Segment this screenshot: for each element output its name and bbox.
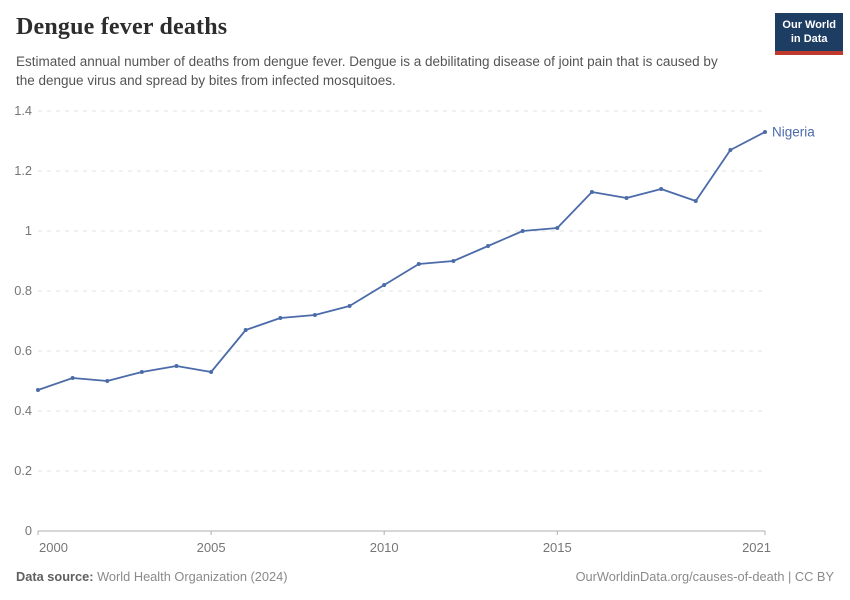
y-axis-tick-label: 1.4 <box>14 103 32 118</box>
x-axis-tick-label: 2000 <box>39 540 68 555</box>
data-point[interactable] <box>139 370 144 374</box>
data-point[interactable] <box>347 304 352 308</box>
data-point[interactable] <box>486 244 491 248</box>
data-point[interactable] <box>555 226 560 230</box>
attribution-link[interactable]: OurWorldinData.org/causes-of-death | CC … <box>575 569 834 584</box>
data-source-label: Data source: <box>16 569 94 584</box>
data-point[interactable] <box>243 328 248 332</box>
data-point[interactable] <box>70 376 75 380</box>
y-axis-tick-label: 0 <box>25 523 32 538</box>
data-point[interactable] <box>763 130 767 134</box>
owid-logo-line2: in Data <box>790 33 828 46</box>
y-axis-tick-label: 0.2 <box>14 463 32 478</box>
page-title: Dengue fever deaths <box>16 14 228 40</box>
data-point[interactable] <box>278 316 283 320</box>
data-point[interactable] <box>416 262 421 266</box>
data-point[interactable] <box>209 370 214 374</box>
data-point[interactable] <box>36 388 40 392</box>
data-source-value: World Health Organization (2024) <box>93 569 288 584</box>
data-point[interactable] <box>174 364 179 368</box>
y-axis-tick-label: 0.4 <box>14 403 32 418</box>
data-point[interactable] <box>382 283 387 287</box>
y-axis-tick-label: 1.2 <box>14 163 32 178</box>
x-axis-tick-label: 2015 <box>543 540 572 555</box>
data-point[interactable] <box>659 187 664 191</box>
owid-logo-line1: Our World <box>782 19 836 31</box>
owid-logo[interactable]: Our World in Data <box>775 13 843 55</box>
data-point[interactable] <box>624 196 629 200</box>
data-point[interactable] <box>693 199 698 203</box>
x-axis-tick-label: 2021 <box>742 540 771 555</box>
data-line[interactable] <box>37 131 766 391</box>
data-point[interactable] <box>105 379 110 383</box>
y-axis-tick-label: 0.8 <box>14 283 32 298</box>
y-axis-tick-label: 0.6 <box>14 343 32 358</box>
data-point[interactable] <box>451 259 456 263</box>
y-axis-tick-label: 1 <box>25 223 32 238</box>
x-axis-tick-label: 2010 <box>370 540 399 555</box>
data-point[interactable] <box>520 229 525 233</box>
data-point[interactable] <box>728 148 733 152</box>
entity-label[interactable]: Nigeria <box>772 125 815 140</box>
chart-subtitle: Estimated annual number of deaths from d… <box>16 54 718 89</box>
data-source: Data source: World Health Organization (… <box>16 569 287 584</box>
chart-footer: Data source: World Health Organization (… <box>16 569 834 584</box>
x-axis-tick-label: 2005 <box>197 540 226 555</box>
data-point[interactable] <box>312 313 317 317</box>
data-point[interactable] <box>589 190 594 194</box>
